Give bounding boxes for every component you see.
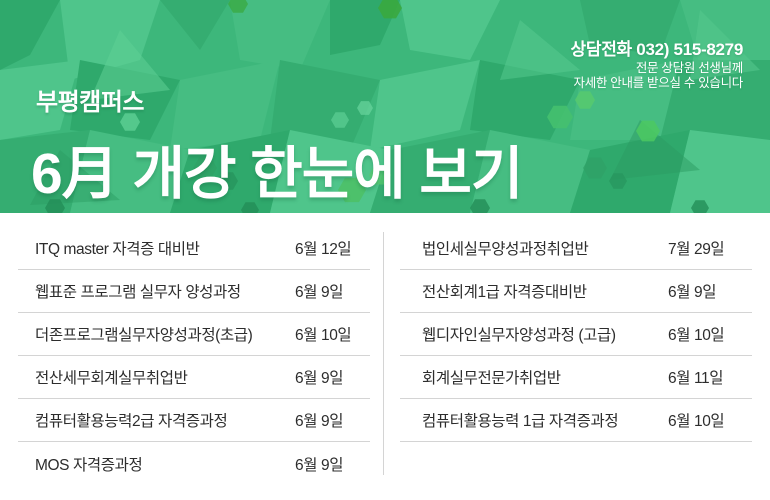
table-row: 컴퓨터활용능력2급 자격증과정 6월 9일 [18, 399, 370, 442]
course-name: ITQ master 자격증 대비반 [35, 241, 200, 258]
column-divider [383, 232, 384, 475]
course-name: 웹표준 프로그램 실무자 양성과정 [35, 284, 241, 301]
table-row: 컴퓨터활용능력 1급 자격증과정 6월 10일 [400, 399, 752, 442]
table-row: 전산회계1급 자격증대비반 6월 9일 [400, 270, 752, 313]
table-row: ITQ master 자격증 대비반 6월 12일 [18, 227, 370, 270]
course-name: 컴퓨터활용능력 1급 자격증과정 [422, 413, 619, 430]
start-date: 6월 11일 [668, 370, 724, 387]
course-name: MOS 자격증과정 [35, 456, 143, 474]
table-row: MOS 자격증과정 6월 9일 [18, 442, 370, 485]
start-date: 6월 10일 [668, 327, 725, 344]
start-date: 6월 12일 [295, 241, 352, 258]
start-date: 6월 10일 [668, 413, 725, 430]
course-name: 웹디자인실무자양성과정 (고급) [422, 327, 616, 344]
start-date: 6월 9일 [668, 284, 717, 301]
table-row: 더존프로그램실무자양성과정(초급) 6월 10일 [18, 313, 370, 356]
polygon-pattern-background [0, 0, 770, 213]
course-name: 컴퓨터활용능력2급 자격증과정 [35, 413, 228, 430]
consultation-phone: 상담전화 032) 515-8279 [570, 40, 744, 59]
start-date: 6월 9일 [295, 284, 344, 301]
course-name: 회계실무전문가취업반 [422, 370, 561, 387]
table-row: 법인세실무양성과정취업반 7월 29일 [400, 227, 752, 270]
hero-content: 상담전화 032) 515-8279 전문 상담원 선생님께 자세한 안내를 받… [0, 0, 770, 213]
table-row: 회계실무전문가취업반 6월 11일 [400, 356, 752, 399]
start-date: 6월 9일 [295, 456, 344, 474]
consultation-note-line1: 전문 상담원 선생님께 [635, 61, 743, 75]
campus-name: 부평캠퍼스 [36, 89, 144, 116]
consultation-note: 전문 상담원 선생님께 자세한 안내를 받으실 수 있습니다 [574, 61, 744, 91]
consultation-note-line2: 자세한 안내를 받으실 수 있습니다 [573, 76, 744, 90]
start-date: 7월 29일 [668, 241, 725, 258]
table-row: 웹표준 프로그램 실무자 양성과정 6월 9일 [18, 270, 370, 313]
start-date: 6월 9일 [295, 370, 344, 387]
start-date: 6월 10일 [295, 327, 352, 344]
hero-banner: 상담전화 032) 515-8279 전문 상담원 선생님께 자세한 안내를 받… [0, 0, 770, 213]
course-name: 더존프로그램실무자양성과정(초급) [35, 327, 253, 344]
course-name: 전산회계1급 자격증대비반 [422, 284, 587, 301]
course-name: 법인세실무양성과정취업반 [422, 241, 589, 258]
start-date: 6월 9일 [295, 413, 344, 430]
table-row: 전산세무회계실무취업반 6월 9일 [18, 356, 370, 399]
table-row: 웹디자인실무자양성과정 (고급) 6월 10일 [400, 313, 752, 356]
course-name: 전산세무회계실무취업반 [35, 370, 188, 387]
page-title: 6月 개강 한눈에 보기 [31, 142, 523, 206]
